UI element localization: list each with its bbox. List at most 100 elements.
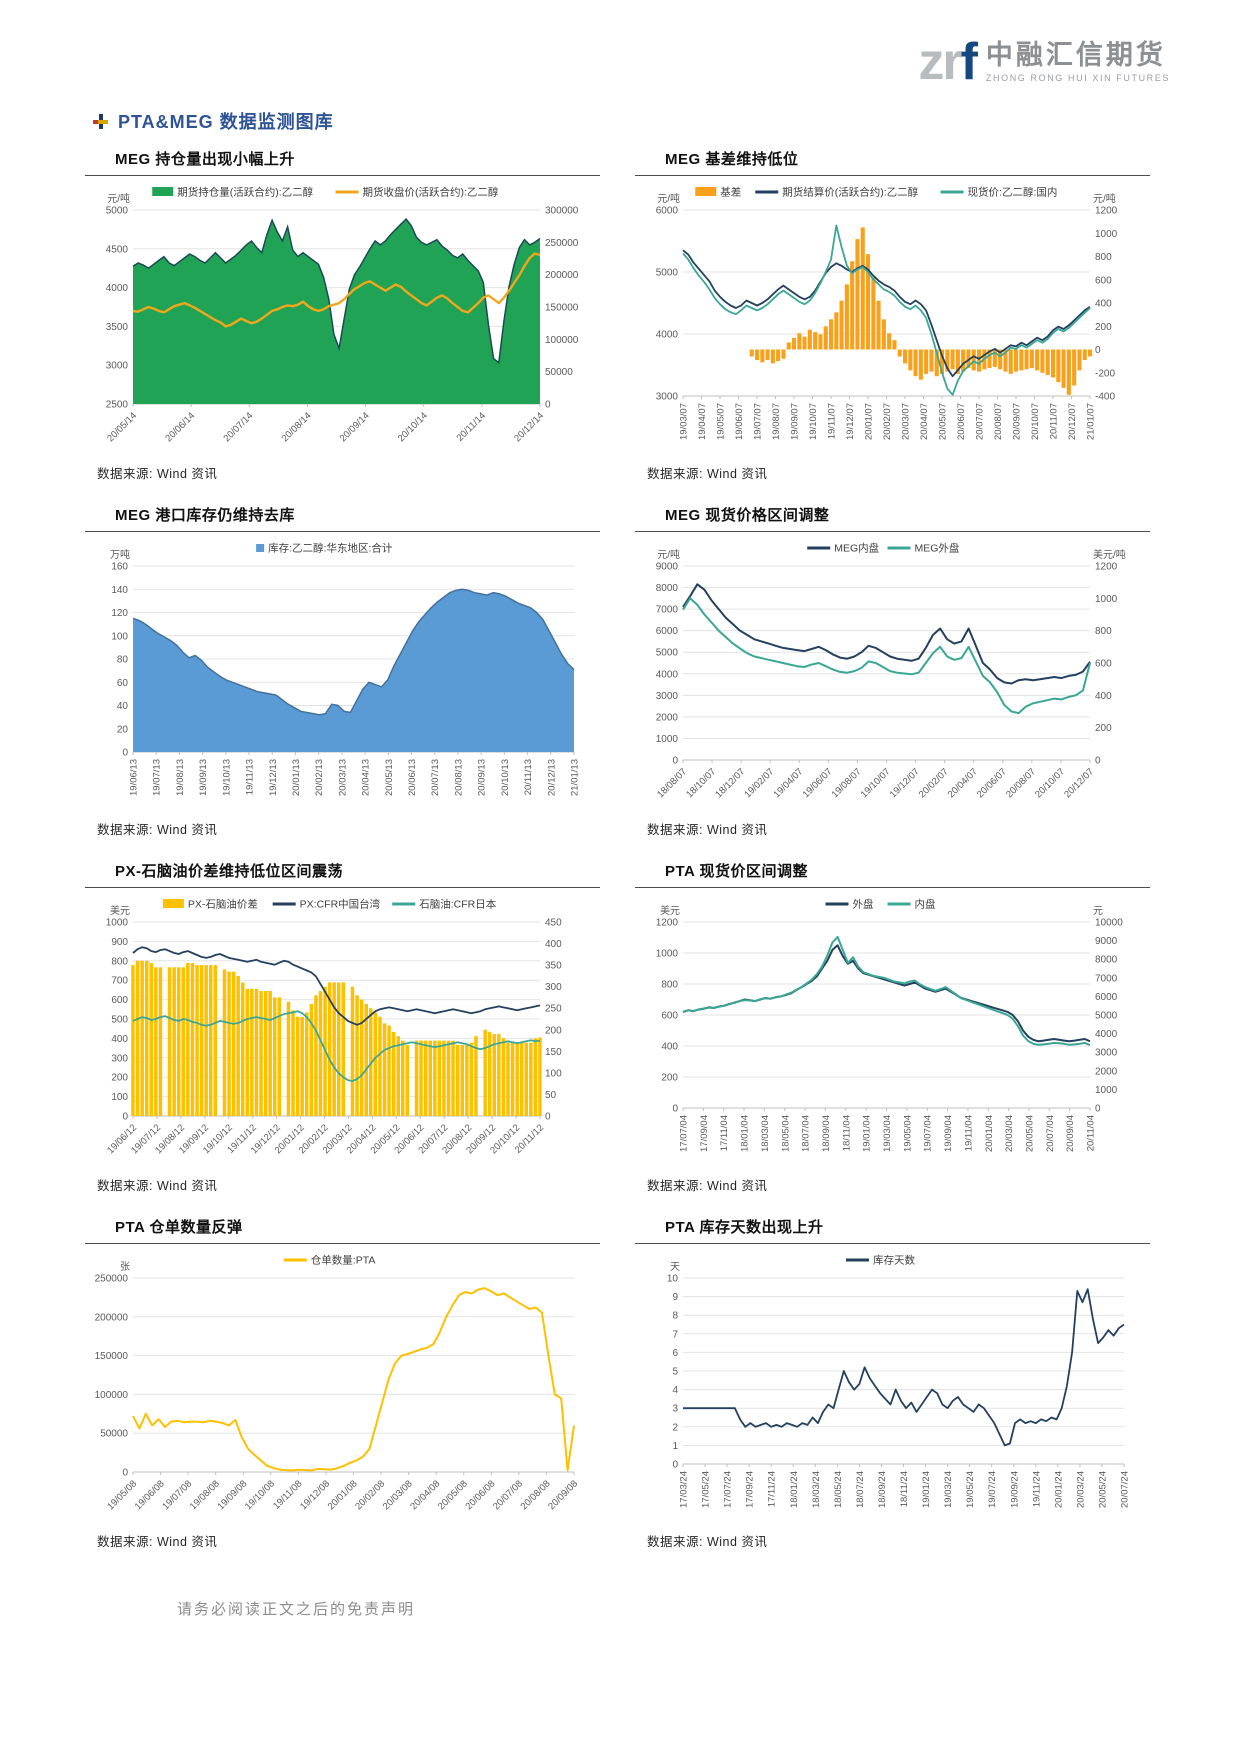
svg-text:0: 0	[1095, 756, 1101, 767]
svg-text:20/11/07: 20/11/07	[1049, 403, 1060, 439]
svg-text:19/07/07: 19/07/07	[753, 403, 764, 440]
svg-text:1: 1	[672, 1441, 678, 1452]
svg-text:20/02/13: 20/02/13	[314, 759, 325, 796]
page-header: zrf 中融汇信期货 ZHONG RONG HUI XIN FUTURES	[85, 26, 1170, 98]
svg-text:8000: 8000	[1095, 955, 1118, 966]
svg-text:100: 100	[111, 631, 128, 642]
svg-text:20/12/13: 20/12/13	[546, 759, 557, 796]
svg-text:20/03/13: 20/03/13	[337, 759, 348, 796]
svg-text:20/05/04: 20/05/04	[1024, 1115, 1035, 1152]
svg-text:160: 160	[111, 562, 128, 573]
svg-text:5000: 5000	[106, 206, 129, 217]
svg-text:200: 200	[1095, 322, 1112, 333]
svg-text:19/02/07: 19/02/07	[742, 766, 776, 800]
svg-text:20/08/08: 20/08/08	[519, 1478, 553, 1512]
svg-text:现货价:乙二醇:国内: 现货价:乙二醇:国内	[968, 186, 1058, 199]
svg-text:200000: 200000	[95, 1312, 129, 1323]
svg-text:PX:CFR中国台湾: PX:CFR中国台湾	[300, 898, 381, 911]
svg-text:18/07/04: 18/07/04	[801, 1115, 812, 1152]
svg-text:20/12/07: 20/12/07	[1062, 766, 1096, 800]
svg-text:20/09/04: 20/09/04	[1065, 1115, 1076, 1152]
svg-text:18/09/24: 18/09/24	[877, 1471, 888, 1508]
svg-text:9: 9	[672, 1292, 678, 1303]
svg-text:100: 100	[111, 1092, 128, 1103]
svg-text:18/05/24: 18/05/24	[833, 1471, 844, 1508]
svg-text:50000: 50000	[100, 1429, 128, 1440]
svg-text:元/吨: 元/吨	[107, 192, 130, 205]
svg-text:20/05/14: 20/05/14	[105, 410, 139, 444]
logo-zrf-mark: zrf	[918, 36, 978, 88]
svg-text:20/01/08: 20/01/08	[326, 1478, 360, 1512]
svg-text:6000: 6000	[656, 206, 679, 217]
svg-text:5000: 5000	[1095, 1011, 1118, 1022]
svg-text:20/07/07: 20/07/07	[975, 403, 986, 440]
svg-text:19/10/07: 19/10/07	[808, 403, 819, 440]
svg-text:19/06/07: 19/06/07	[734, 403, 745, 440]
figure-title: MEG 持仓量出现小幅上升	[115, 151, 295, 168]
svg-text:2000: 2000	[656, 712, 679, 723]
svg-text:19/10/07: 19/10/07	[859, 766, 893, 800]
svg-text:80: 80	[117, 655, 129, 666]
svg-text:0: 0	[672, 1460, 678, 1471]
svg-text:20/11/13: 20/11/13	[523, 759, 534, 795]
svg-text:19/09/07: 19/09/07	[790, 403, 801, 440]
svg-text:300: 300	[545, 982, 562, 993]
svg-text:20/09/13: 20/09/13	[477, 759, 488, 796]
svg-text:19/11/24: 19/11/24	[1031, 1471, 1042, 1507]
svg-text:20/06/07: 20/06/07	[975, 766, 1009, 800]
svg-text:2000: 2000	[1095, 1066, 1118, 1077]
svg-text:元/吨: 元/吨	[657, 192, 680, 205]
svg-text:4: 4	[672, 1385, 678, 1396]
svg-text:19/09/24: 19/09/24	[1009, 1471, 1020, 1508]
svg-text:19/04/07: 19/04/07	[697, 403, 708, 440]
svg-text:19/09/04: 19/09/04	[943, 1115, 954, 1152]
logo-text: 中融汇信期货 ZHONG RONG HUI XIN FUTURES	[986, 40, 1170, 83]
svg-text:MEG外盘: MEG外盘	[915, 542, 960, 555]
svg-text:19/01/04: 19/01/04	[862, 1115, 873, 1152]
svg-text:17/09/24: 17/09/24	[745, 1471, 756, 1508]
svg-text:9000: 9000	[1095, 936, 1118, 947]
data-source-label: 数据来源: Wind 资讯	[97, 1535, 218, 1549]
data-source-label: 数据来源: Wind 资讯	[97, 823, 218, 837]
svg-text:300: 300	[111, 1053, 128, 1064]
svg-text:40: 40	[117, 701, 129, 712]
svg-text:10: 10	[667, 1274, 679, 1285]
svg-text:4000: 4000	[656, 330, 679, 341]
svg-text:4000: 4000	[1095, 1029, 1118, 1040]
svg-text:美元/吨: 美元/吨	[1093, 548, 1126, 561]
figure-title: PX-石脑油价差维持低位区间震荡	[115, 863, 344, 880]
svg-text:20/09/14: 20/09/14	[338, 410, 372, 444]
svg-text:20/03/04: 20/03/04	[1004, 1115, 1015, 1152]
svg-text:800: 800	[111, 956, 128, 967]
svg-text:17/11/24: 17/11/24	[767, 1471, 778, 1507]
svg-text:20/08/07: 20/08/07	[993, 403, 1004, 440]
svg-text:400: 400	[111, 1034, 128, 1045]
svg-text:19/11/04: 19/11/04	[963, 1115, 974, 1151]
svg-text:400: 400	[1095, 691, 1112, 702]
svg-text:万吨: 万吨	[110, 548, 130, 561]
svg-text:19/12/07: 19/12/07	[845, 403, 856, 440]
svg-text:600: 600	[661, 1011, 678, 1022]
figure-pta-warehouse-receipts: PTA 仓单数量反弹 0 50000 100000 150000 200000 25000…	[85, 1208, 600, 1560]
svg-text:20/08/13: 20/08/13	[453, 759, 464, 796]
svg-text:内盘: 内盘	[915, 898, 936, 911]
svg-text:19/06/08: 19/06/08	[133, 1478, 167, 1512]
svg-text:20/01/04: 20/01/04	[984, 1115, 995, 1152]
svg-text:4500: 4500	[106, 244, 129, 255]
svg-text:18/10/07: 18/10/07	[684, 766, 718, 800]
svg-text:6: 6	[672, 1348, 678, 1359]
svg-text:400: 400	[1095, 299, 1112, 310]
svg-text:150: 150	[545, 1047, 562, 1058]
figure-title: MEG 港口库存仍维持去库	[115, 507, 295, 524]
svg-text:150000: 150000	[545, 303, 579, 314]
chart-pta-inventory-days: 0 1 2 3 4 5 6 7 8 9 10天 17/03/24 17/05/24 17/07/24 17/…	[667, 1254, 1131, 1508]
svg-text:基差: 基差	[720, 186, 741, 199]
svg-text:20/10/07: 20/10/07	[1030, 403, 1041, 440]
svg-text:19/03/04: 19/03/04	[882, 1115, 893, 1152]
svg-text:3000: 3000	[1095, 1048, 1118, 1059]
svg-text:18/03/04: 18/03/04	[760, 1115, 771, 1152]
svg-text:1200: 1200	[656, 918, 679, 929]
svg-text:20/07/04: 20/07/04	[1045, 1115, 1056, 1152]
svg-text:140: 140	[111, 585, 128, 596]
svg-text:150000: 150000	[95, 1351, 129, 1362]
